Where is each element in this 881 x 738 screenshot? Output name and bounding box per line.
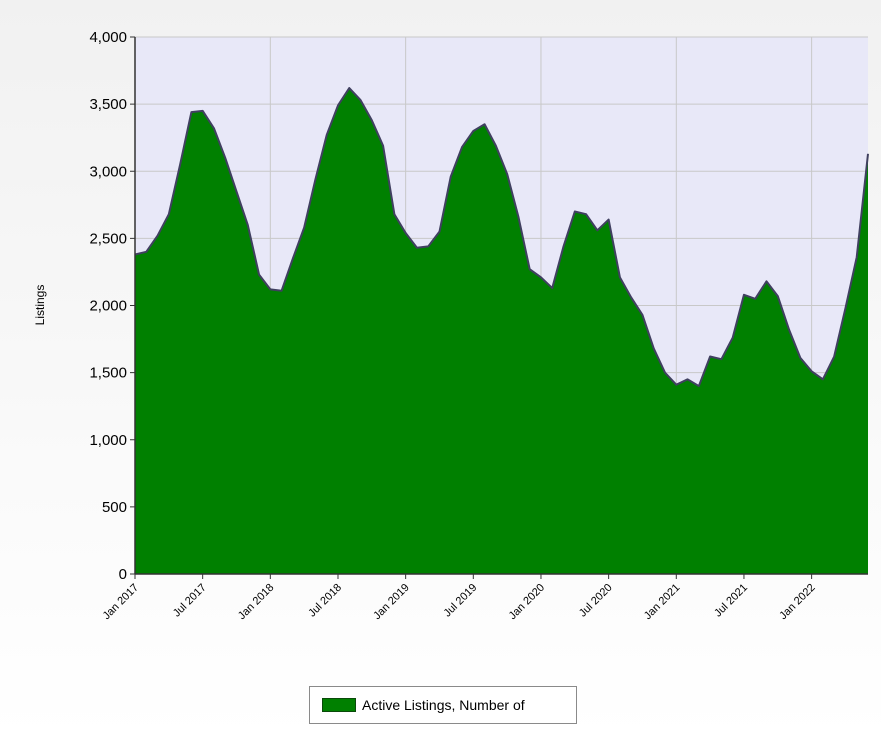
axes [130, 36, 868, 579]
x-tick-label: Jan 2020 [507, 582, 547, 622]
y-tick-label: 0 [119, 566, 127, 583]
y-tick-label: 1,500 [89, 365, 127, 382]
y-tick-label: 2,000 [89, 298, 127, 315]
y-tick-label: 1,000 [89, 432, 127, 449]
x-tick-label: Jan 2022 [777, 582, 817, 622]
y-axis-title: Listings [33, 285, 47, 326]
x-tick-label: Jul 2019 [442, 582, 480, 620]
x-tick-label: Jul 2017 [171, 582, 209, 620]
y-tick-labels: 0 500 1,000 1,500 2,000 2,500 3,000 3,500 4,000 [89, 29, 127, 583]
legend-swatch [322, 698, 356, 712]
x-tick-label: Jan 2018 [236, 582, 276, 622]
y-tick-label: 2,500 [89, 230, 127, 247]
area-chart: 05001,0001,5002,0002,5003,0003,5004,000 … [33, 29, 869, 622]
x-tick-label: Jan 2021 [642, 582, 682, 622]
series-line-active-listings [134, 87, 869, 388]
series-area-active-listings [135, 88, 868, 574]
y-tick-label: 500 [102, 499, 127, 516]
x-tick-label: Jan 2019 [371, 582, 411, 622]
x-tick-label: Jul 2018 [306, 582, 344, 620]
x-tick-label: Jul 2020 [577, 582, 615, 620]
x-tick-labels: Jan 2017 Jul 2017 Jan 2018 Jul 2018 Jan 2019… [101, 582, 818, 622]
y-tick-label: 3,500 [89, 96, 127, 113]
x-tick-label: Jan 2017 [101, 582, 141, 622]
legend: Active Listings, Number of [309, 686, 577, 724]
x-tick-label: Jul 2021 [712, 582, 750, 620]
y-tick-label: 3,000 [89, 163, 127, 180]
y-tick-label: 4,000 [89, 29, 127, 46]
legend-label: Active Listings, Number of [362, 697, 525, 713]
